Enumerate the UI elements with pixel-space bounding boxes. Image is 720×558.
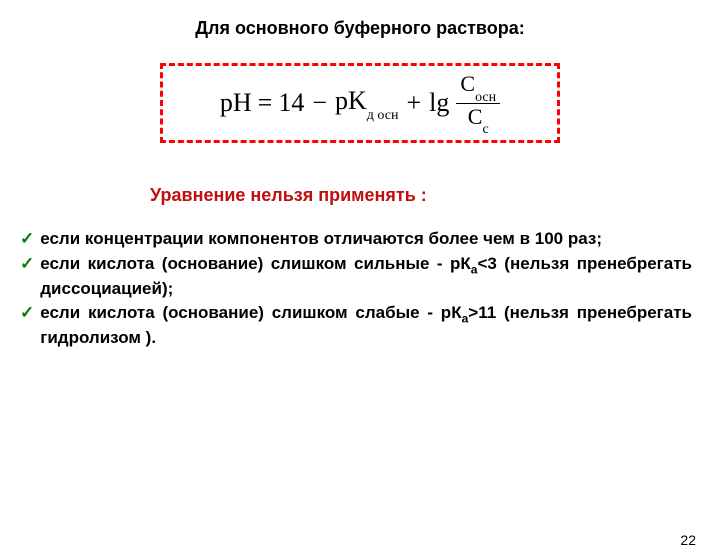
page-number: 22 bbox=[680, 532, 696, 548]
formula-lhs: pH bbox=[220, 88, 252, 118]
item-pre: если кислота (основание) слишком сильные… bbox=[40, 254, 471, 273]
check-icon: ✓ bbox=[20, 228, 34, 251]
formula-lg: lg bbox=[429, 88, 449, 118]
formula-pK: pKд осн bbox=[335, 86, 398, 120]
pK-base: pK bbox=[335, 86, 367, 115]
formula-eq: = bbox=[258, 88, 273, 118]
formula-minus: − bbox=[312, 88, 327, 118]
frac-den-sub: с bbox=[482, 122, 488, 137]
pK-sub: д осн bbox=[367, 108, 399, 123]
page-title: Для основного буферного раствора: bbox=[0, 18, 720, 39]
item-text: если кислота (основание) слишком сильные… bbox=[40, 253, 692, 301]
item-pre: если кислота (основание) слишком слабые … bbox=[40, 303, 461, 322]
subtitle: Уравнение нельзя применять : bbox=[110, 185, 720, 206]
formula-fraction: Cосн Cс bbox=[456, 73, 500, 133]
formula: pH = 14 − pKд осн + lg Cосн Cс bbox=[220, 73, 500, 133]
item-text: если концентрации компонентов отличаются… bbox=[40, 228, 692, 251]
list-item: ✓ если концентрации компонентов отличают… bbox=[20, 228, 692, 251]
formula-box: pH = 14 − pKд осн + lg Cосн Cс bbox=[160, 63, 560, 143]
frac-num-sub: осн bbox=[475, 90, 496, 105]
bullet-list: ✓ если концентрации компонентов отличают… bbox=[0, 228, 720, 350]
frac-den: Cс bbox=[468, 104, 489, 133]
list-item: ✓ если кислота (основание) слишком сильн… bbox=[20, 253, 692, 301]
formula-14: 14 bbox=[278, 88, 304, 118]
item-text: если кислота (основание) слишком слабые … bbox=[40, 302, 692, 350]
frac-den-base: C bbox=[468, 104, 483, 129]
check-icon: ✓ bbox=[20, 253, 34, 301]
frac-num-base: C bbox=[460, 71, 475, 96]
check-icon: ✓ bbox=[20, 302, 34, 350]
frac-num: Cосн bbox=[456, 73, 500, 103]
list-item: ✓ если кислота (основание) слишком слабы… bbox=[20, 302, 692, 350]
formula-plus: + bbox=[406, 88, 421, 118]
